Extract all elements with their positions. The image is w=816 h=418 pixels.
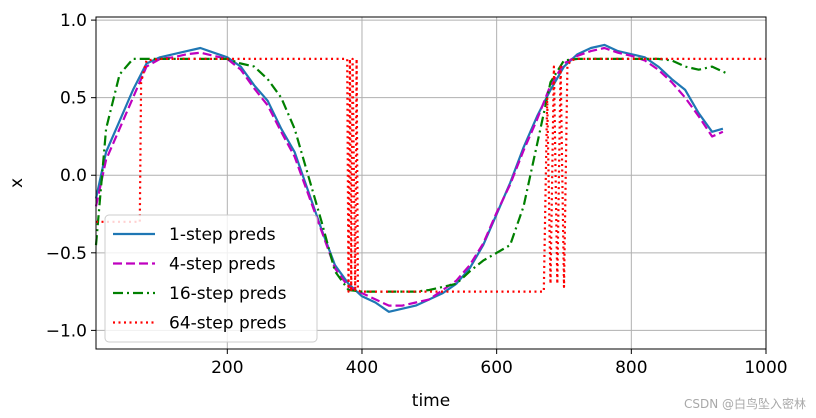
axis-ticks: 200 400 600 800 1000 −1.0 −0.5 0.0 0.5 1.0 — [46, 11, 788, 378]
y-tick-label: 1.0 — [60, 11, 87, 31]
x-tick-label: 600 — [480, 358, 512, 378]
series-line-2 — [94, 46, 724, 307]
y-tick-label: 0.5 — [60, 89, 87, 109]
x-tick-label: 800 — [615, 358, 647, 378]
x-tick-label: 1000 — [744, 358, 787, 378]
y-tick-label: 0.0 — [60, 166, 87, 186]
legend-box — [104, 214, 318, 343]
x-tick-label: 200 — [211, 358, 243, 378]
series-line-4 — [96, 57, 766, 293]
y-axis-label: x — [7, 178, 27, 188]
legend-entry-label: 16-step preds — [169, 284, 287, 304]
watermark: CSDN @白鸟坠入密林 — [683, 397, 806, 411]
x-tick-label: 400 — [346, 358, 378, 378]
y-tick-label: −1.0 — [46, 321, 87, 341]
legend: 1-step preds 4-step preds 16-step preds 64-… — [104, 214, 318, 343]
legend-entry-label: 4-step preds — [169, 255, 276, 275]
series-layer — [94, 43, 766, 313]
y-tick-label: −0.5 — [46, 244, 87, 264]
legend-entry-label: 64-step preds — [169, 314, 287, 334]
plot-frame — [95, 16, 767, 350]
legend-entry-label: 1-step preds — [169, 225, 276, 245]
series-line-1 — [94, 43, 724, 313]
x-axis-label: time — [412, 391, 450, 411]
